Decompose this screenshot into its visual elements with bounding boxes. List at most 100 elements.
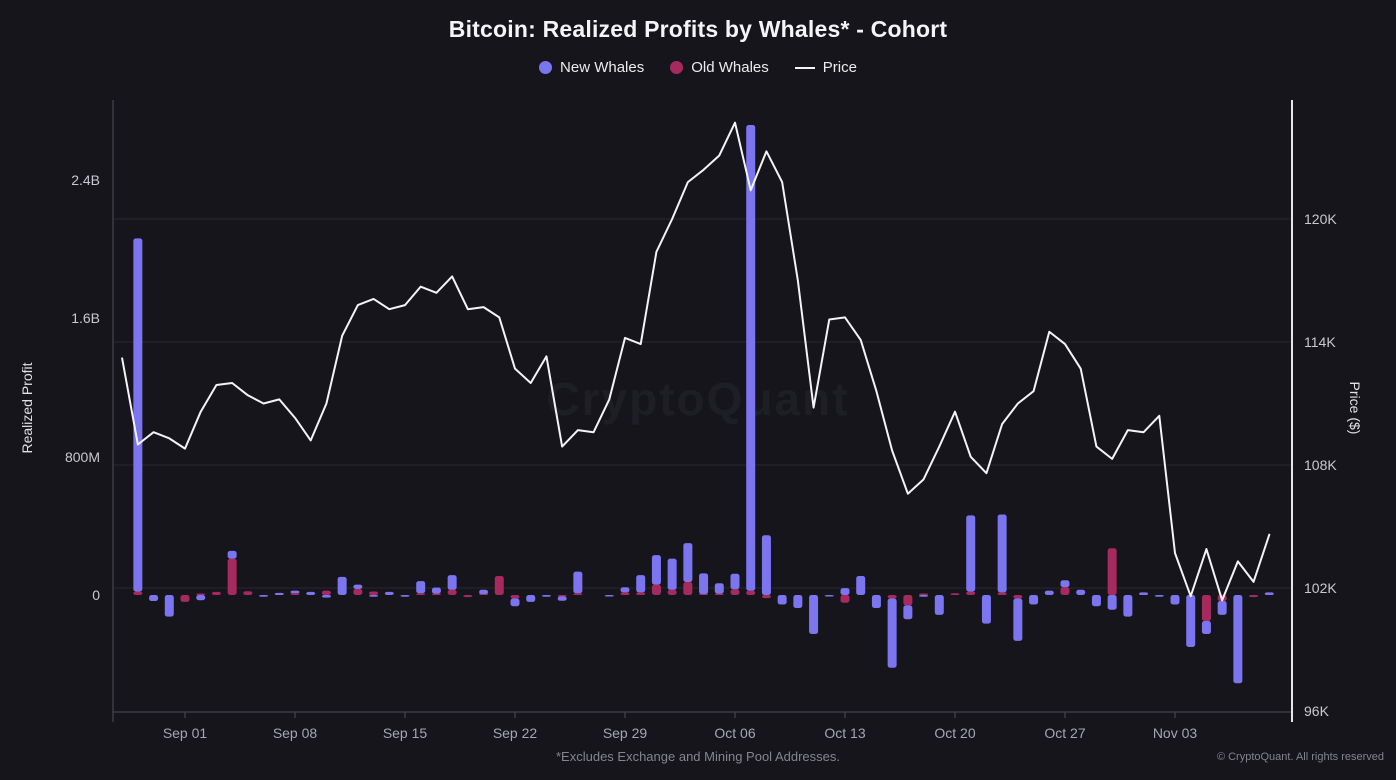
x-axis-tick-label: Oct 13 [824, 725, 866, 741]
bar-old-whales [761, 595, 771, 599]
bar-new-whales [431, 587, 441, 594]
bar-new-whales [667, 558, 677, 590]
price-line-icon [794, 66, 815, 69]
bar-new-whales [400, 595, 410, 597]
bar-new-whales [934, 595, 944, 615]
bar-old-whales [369, 591, 379, 595]
bar-new-whales [196, 595, 206, 601]
bar-old-whales [180, 595, 190, 602]
bar-old-whales [746, 590, 756, 595]
bar-new-whales [1091, 595, 1101, 607]
left-axis-tick-label: 1.6B [71, 310, 100, 326]
left-axis-tick-label: 0 [92, 587, 100, 603]
bar-new-whales [903, 605, 913, 620]
x-axis-tick-label: Sep 08 [272, 725, 318, 741]
price-line [121, 121, 1271, 602]
bar-new-whales [227, 550, 237, 559]
bar-old-whales [510, 595, 520, 599]
legend-label-old-whales: Old Whales [691, 59, 769, 76]
bar-new-whales [651, 555, 661, 585]
bar-old-whales [290, 593, 300, 595]
left-axis-title: Realized Profit [19, 362, 35, 454]
bar-old-whales [1107, 548, 1117, 595]
bar-new-whales [997, 514, 1007, 593]
right-axis-tick-label: 120K [1304, 211, 1337, 227]
x-axis-tick-label: Sep 01 [162, 725, 208, 741]
copyright: © CryptoQuant. All rights reserved [1216, 751, 1384, 763]
bar-new-whales [699, 573, 709, 595]
x-axis-tick-label: Oct 06 [714, 725, 756, 741]
bar-new-whales [824, 595, 834, 597]
bar-old-whales [667, 589, 677, 595]
bar-new-whales [290, 590, 300, 594]
bar-old-whales [431, 593, 441, 595]
bar-new-whales [321, 595, 331, 598]
x-axis-tick-label: Sep 22 [492, 725, 538, 741]
bar-new-whales [1264, 592, 1274, 595]
bar-old-whales [840, 595, 850, 603]
bar-old-whales [447, 589, 457, 595]
bar-new-whales [793, 595, 803, 608]
left-axis-tick-label: 2.4B [71, 171, 100, 188]
legend-item-old-whales[interactable]: Old Whales [670, 59, 769, 76]
bar-new-whales [856, 575, 866, 595]
bar-old-whales [919, 593, 929, 595]
bar-old-whales [353, 588, 363, 595]
legend-item-price[interactable]: Price [794, 59, 857, 76]
bar-new-whales [306, 591, 316, 595]
bar-new-whales [526, 595, 536, 602]
bar-old-whales [321, 590, 331, 595]
bar-new-whales [746, 124, 756, 591]
right-axis-tick-label: 108K [1304, 457, 1337, 473]
bar-new-whales [164, 595, 174, 617]
bar-new-whales [1076, 589, 1086, 595]
bar-old-whales [683, 582, 693, 595]
bar-new-whales [1170, 595, 1180, 605]
bar-new-whales [887, 598, 897, 668]
bar-old-whales [1060, 587, 1070, 595]
bar-old-whales [463, 595, 473, 598]
bar-new-whales [871, 595, 881, 608]
left-axis-tick-label: 800M [64, 448, 100, 465]
footnote: *Excludes Exchange and Mining Pool Addre… [555, 749, 840, 764]
x-axis-tick-label: Oct 27 [1044, 725, 1086, 741]
bar-old-whales [416, 593, 426, 595]
bar-new-whales [730, 573, 740, 590]
bar-old-whales [950, 593, 960, 595]
bar-new-whales [636, 575, 646, 593]
bar-old-whales [133, 591, 143, 595]
legend-item-new-whales[interactable]: New Whales [539, 59, 644, 76]
bar-old-whales [1201, 595, 1211, 621]
bar-old-whales [887, 595, 897, 599]
bar-old-whales [714, 593, 724, 595]
bar-new-whales [1201, 620, 1211, 634]
chart-title: Bitcoin: Realized Profits by Whales* - C… [448, 16, 948, 42]
x-axis-tick-label: Nov 03 [1152, 725, 1198, 741]
bar-old-whales [997, 592, 1007, 595]
bar-new-whales [353, 584, 363, 589]
bar-old-whales [636, 592, 646, 595]
bar-new-whales [510, 598, 520, 607]
bar-new-whales [714, 583, 724, 594]
bar-old-whales [730, 589, 740, 595]
legend: New Whales Old Whales Price [0, 59, 1396, 76]
bar-new-whales [981, 595, 991, 624]
bar-old-whales [966, 591, 976, 595]
bar-new-whales [1044, 590, 1054, 595]
x-axis-tick-label: Sep 29 [602, 725, 648, 741]
bar-new-whales [1139, 592, 1149, 595]
bar-old-whales [620, 592, 630, 595]
bar-new-whales [479, 589, 489, 595]
right-axis-tick-label: 114K [1304, 334, 1336, 350]
x-axis-tick-label: Oct 20 [934, 725, 976, 741]
right-axis-tick-label: 102K [1304, 580, 1337, 596]
bar-new-whales [777, 595, 787, 605]
bar-old-whales [211, 591, 221, 595]
bar-new-whales [259, 595, 269, 597]
bar-new-whales [761, 535, 771, 595]
bar-new-whales [557, 596, 567, 601]
x-axis-tick-label: Sep 15 [382, 725, 428, 741]
bar-new-whales [573, 571, 583, 594]
right-axis-tick-label: 96K [1304, 703, 1329, 719]
